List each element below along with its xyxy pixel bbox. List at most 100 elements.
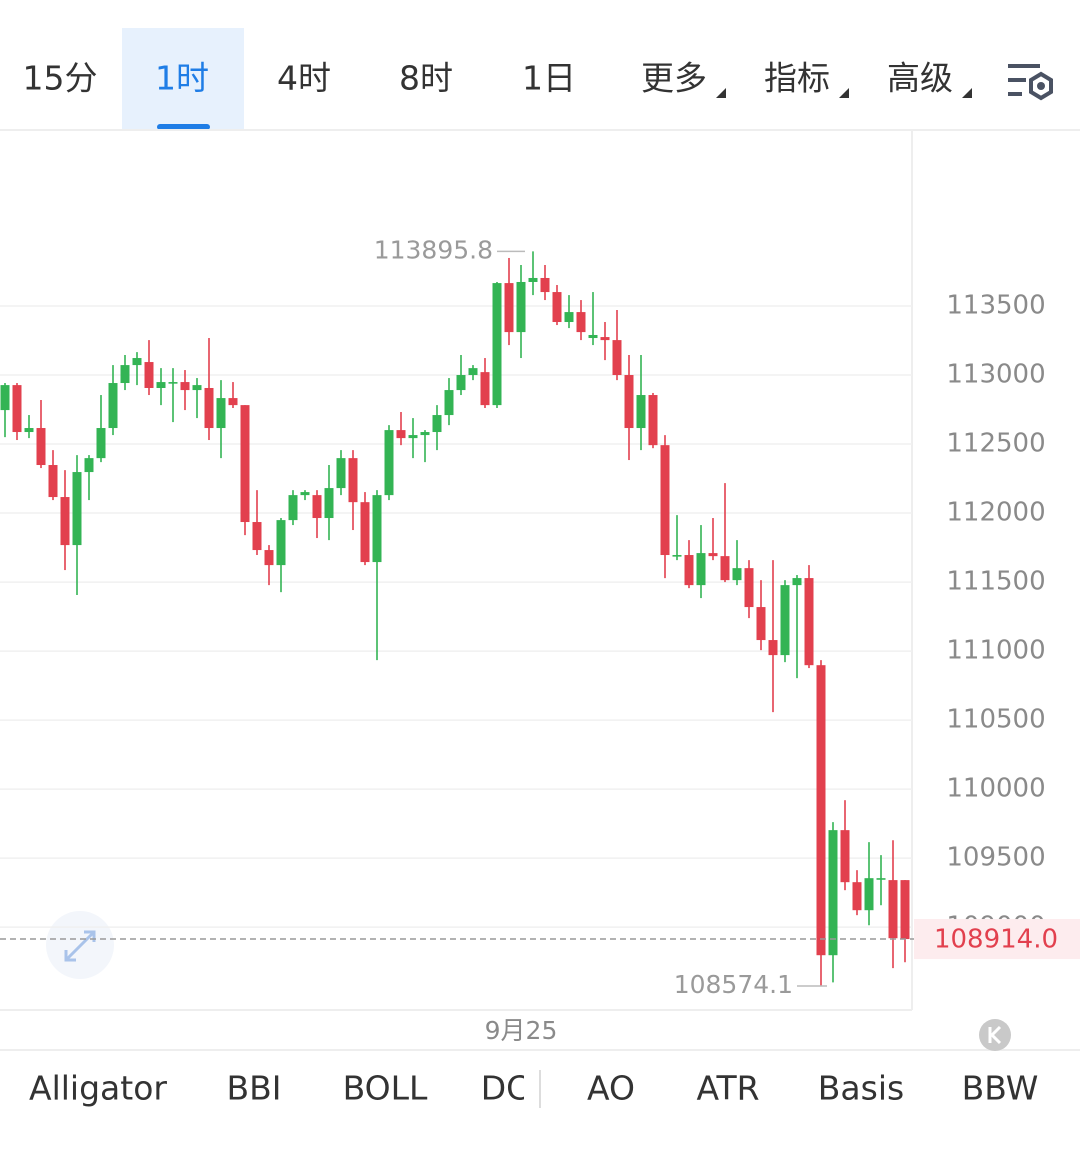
candle-body bbox=[456, 375, 466, 391]
timeframe-tab[interactable]: 1时 bbox=[155, 59, 209, 98]
dropdown-arrow bbox=[962, 88, 972, 98]
candle-body bbox=[480, 372, 490, 406]
ui: 15分 1时 4时 8时 1日 更多 指标 高级 Alligator BBI BOLL DC AO ATR… bbox=[23, 59, 1039, 1108]
candle-body bbox=[420, 432, 430, 436]
candle-body bbox=[816, 665, 826, 956]
candle-body bbox=[600, 337, 610, 341]
indicator-tab[interactable]: BBW bbox=[962, 1069, 1039, 1108]
candle-body bbox=[576, 312, 586, 333]
timeframe-tab[interactable]: 1日 bbox=[522, 59, 576, 98]
settings-icon[interactable] bbox=[1008, 64, 1053, 101]
candle-body bbox=[408, 435, 418, 439]
candle-body bbox=[264, 550, 274, 566]
y-tick-label: 110500 bbox=[946, 705, 1045, 735]
candle-body bbox=[24, 428, 34, 433]
candle-body bbox=[864, 878, 874, 911]
y-tick-label: 109500 bbox=[946, 843, 1045, 873]
candle-body bbox=[852, 882, 862, 911]
timeframe-tab[interactable]: 4时 bbox=[277, 59, 331, 98]
candle-body bbox=[612, 340, 622, 376]
candle-body bbox=[60, 497, 70, 546]
candle-body bbox=[636, 395, 646, 429]
y-tick-label: 112000 bbox=[946, 498, 1045, 528]
candle-body bbox=[540, 277, 550, 293]
candle-body bbox=[504, 283, 514, 333]
high-label: 113895.8 bbox=[374, 235, 493, 264]
candle-body bbox=[624, 375, 634, 429]
candle-body bbox=[780, 585, 790, 656]
candle-body bbox=[216, 398, 226, 429]
candle-body bbox=[528, 277, 538, 282]
candle-body bbox=[300, 492, 310, 496]
candle-body bbox=[144, 362, 154, 388]
candle-body bbox=[888, 880, 898, 939]
timeframe-tab[interactable]: 15分 bbox=[23, 59, 98, 98]
y-tick-label: 111500 bbox=[946, 567, 1045, 597]
candle-body bbox=[876, 878, 886, 880]
candle-body bbox=[372, 495, 382, 563]
candle-body bbox=[168, 382, 178, 384]
y-tick-label: 113000 bbox=[946, 360, 1045, 390]
candle-body bbox=[672, 555, 682, 557]
timeframe-tab[interactable]: 更多 bbox=[641, 59, 707, 98]
candle-body bbox=[516, 281, 526, 333]
y-tick-label: 113500 bbox=[946, 291, 1045, 321]
candle-body bbox=[240, 405, 250, 523]
scroll-end-button[interactable] bbox=[979, 1019, 1011, 1051]
indicator-tab[interactable]: Basis bbox=[818, 1069, 904, 1108]
candle-body bbox=[792, 578, 802, 586]
candle-body bbox=[552, 292, 562, 323]
candle-body bbox=[564, 312, 574, 323]
low-label: 108574.1 bbox=[674, 970, 793, 999]
candle-body bbox=[360, 502, 370, 563]
candle-body bbox=[744, 568, 754, 608]
x-tick-label: 9月25 bbox=[485, 1016, 558, 1045]
candle-body bbox=[84, 458, 94, 473]
candle-body bbox=[840, 830, 850, 883]
candle-body bbox=[228, 398, 238, 406]
indicator-tab[interactable]: DC bbox=[481, 1069, 529, 1108]
dropdown-arrow bbox=[716, 88, 726, 98]
dropdown-arrow bbox=[839, 88, 849, 98]
plot: 1090001095001100001105001110001115001120… bbox=[0, 235, 1080, 1045]
candle-body bbox=[108, 383, 118, 429]
timeframe-tab[interactable]: 高级 bbox=[887, 59, 953, 98]
candle-body bbox=[648, 395, 658, 446]
candle-body bbox=[684, 555, 694, 586]
candle-body bbox=[324, 488, 334, 519]
candle-body bbox=[12, 385, 22, 433]
candle-body bbox=[132, 358, 142, 366]
candle-body bbox=[0, 385, 10, 411]
y-tick-label: 112500 bbox=[946, 429, 1045, 459]
candle-body bbox=[336, 458, 346, 489]
active-tab-bg bbox=[122, 28, 244, 130]
candle-body bbox=[192, 385, 202, 391]
candle-body bbox=[48, 465, 58, 498]
timeframe-tab[interactable]: 8时 bbox=[399, 59, 453, 98]
candle-body bbox=[312, 495, 322, 519]
indicator-tab[interactable]: ATR bbox=[696, 1069, 759, 1108]
indicator-tab[interactable]: Alligator bbox=[29, 1069, 167, 1108]
last-price-label: 108914.0 bbox=[934, 925, 1058, 955]
candle-body bbox=[252, 522, 262, 551]
candle-body bbox=[708, 553, 718, 557]
expand-button[interactable] bbox=[46, 911, 114, 979]
candle-body bbox=[36, 428, 46, 466]
last-price-box bbox=[914, 919, 1080, 960]
candle-body bbox=[96, 428, 106, 459]
indicator-tab[interactable]: BOLL bbox=[343, 1069, 428, 1108]
candle-body bbox=[156, 382, 166, 388]
candle-body bbox=[660, 445, 670, 556]
candle-body bbox=[396, 430, 406, 439]
candle-body bbox=[204, 387, 214, 429]
candle-body bbox=[468, 368, 478, 376]
candle-body bbox=[804, 578, 814, 666]
candle-body bbox=[444, 390, 454, 416]
indicator-tab[interactable]: AO bbox=[587, 1069, 635, 1108]
y-tick-label: 110000 bbox=[946, 774, 1045, 804]
timeframe-tab[interactable]: 指标 bbox=[764, 59, 830, 98]
candle-body bbox=[900, 880, 910, 940]
indicator-tab[interactable]: BBI bbox=[226, 1069, 281, 1108]
